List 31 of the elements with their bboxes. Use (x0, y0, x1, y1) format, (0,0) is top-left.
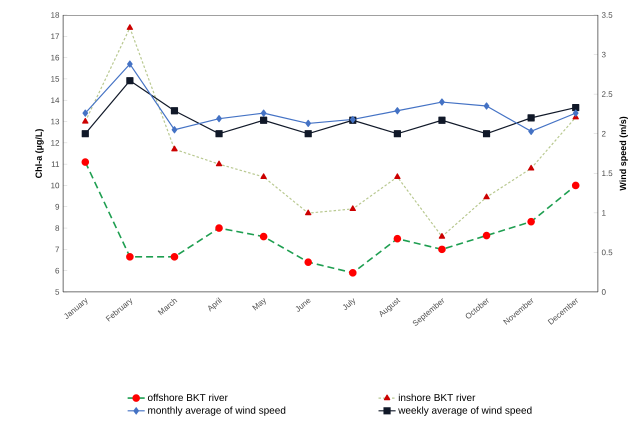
y-tick-label: 8 (55, 225, 60, 231)
y2-tick-label: 0 (602, 289, 606, 295)
y-tick-label: 16 (51, 54, 60, 60)
y-tick-label: 12 (51, 140, 60, 146)
y-tick-label: 13 (51, 118, 60, 124)
y-tick-label: 17 (51, 34, 60, 40)
y-tick-label: 14 (51, 97, 60, 103)
y-axis-title: Chl-a (µg/L) (35, 129, 44, 178)
x-tick-label: May (252, 298, 266, 310)
y-tick-label: 10 (51, 182, 60, 188)
y2-tick-label: 1 (602, 210, 606, 216)
y-tick-label: 15 (51, 76, 60, 82)
y2-tick-label: 1.5 (602, 170, 612, 176)
y-tick-label: 5 (55, 289, 60, 295)
legend-label: inshore BKT river (398, 394, 476, 402)
y-tick-label: 7 (55, 246, 60, 252)
legend-label: weekly average of wind speed (398, 406, 532, 416)
y2-axis-title: Wind speed (m/s) (620, 116, 628, 191)
y2-tick-label: 2 (602, 130, 606, 136)
legend-label: monthly average of wind speed (148, 406, 286, 416)
y-tick-label: 11 (52, 161, 60, 167)
y2-tick-label: 3 (602, 52, 606, 58)
legend-label: offshore BKT river (148, 394, 228, 402)
y-tick-label: 6 (55, 268, 60, 274)
y2-tick-label: 2.5 (602, 91, 612, 97)
y2-tick-label: 3.5 (602, 12, 612, 18)
y2-tick-label: 0.5 (602, 250, 612, 256)
y-tick-label: 9 (55, 204, 60, 210)
x-tick-label: July (342, 298, 356, 310)
x-tick-label: June (296, 298, 310, 312)
y-tick-label: 18 (51, 12, 60, 18)
